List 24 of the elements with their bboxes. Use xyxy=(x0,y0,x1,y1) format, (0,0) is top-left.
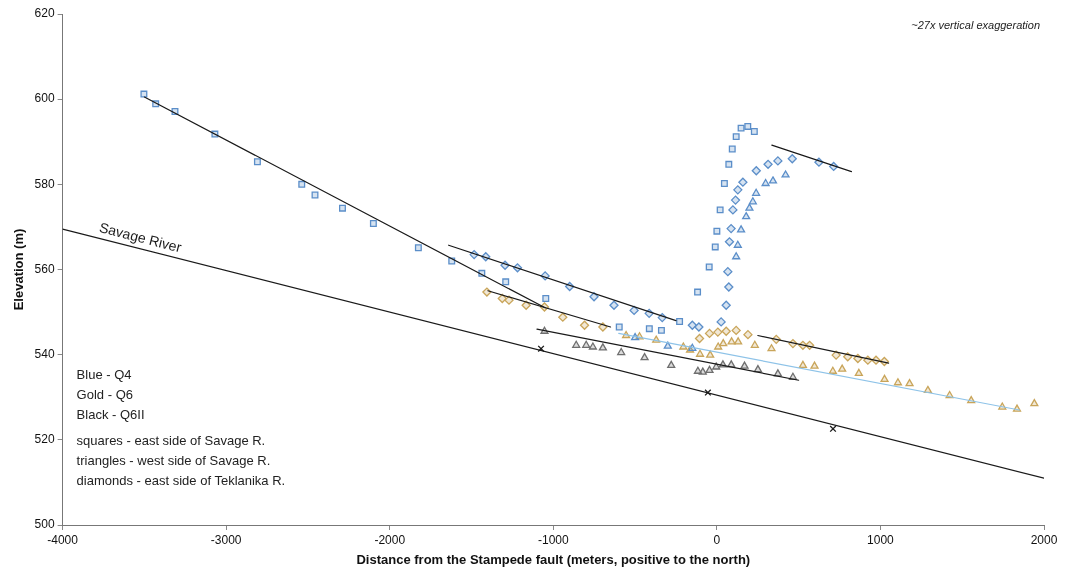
y-tick-label: 560 xyxy=(34,261,55,276)
y-tick-label: 620 xyxy=(34,6,55,21)
y-tick-label: 600 xyxy=(34,91,55,106)
y-tick-label: 580 xyxy=(34,176,55,191)
annotation: Blue - Q4 xyxy=(76,366,132,382)
x-tick-label: -1000 xyxy=(537,532,569,547)
y-tick-label: 500 xyxy=(34,517,55,532)
annotation: squares - east side of Savage R. xyxy=(76,432,266,448)
x-tick-label: -2000 xyxy=(374,532,406,547)
annotation: triangles - west side of Savage R. xyxy=(76,452,271,468)
x-tick-label: -4000 xyxy=(47,532,79,547)
annotation: Gold - Q6 xyxy=(76,386,133,402)
y-axis-title: Elevation (m) xyxy=(11,228,27,311)
y-tick-label: 520 xyxy=(34,432,55,447)
x-axis-title: Distance from the Stampede fault (meters, positive to the north) xyxy=(356,551,751,567)
annotation: diamonds - east side of Teklanika R. xyxy=(76,472,286,488)
x-tick-label: 1000 xyxy=(867,532,895,547)
x-tick-label: 0 xyxy=(713,532,721,547)
annotation: Black - Q6II xyxy=(76,406,145,422)
text: Savage River xyxy=(97,219,184,256)
x-tick-label: -3000 xyxy=(210,532,242,547)
y-tick-label: 540 xyxy=(34,346,55,361)
x-tick-label: 2000 xyxy=(1030,532,1058,547)
annotation: ~27x vertical exaggeration xyxy=(911,18,1040,31)
